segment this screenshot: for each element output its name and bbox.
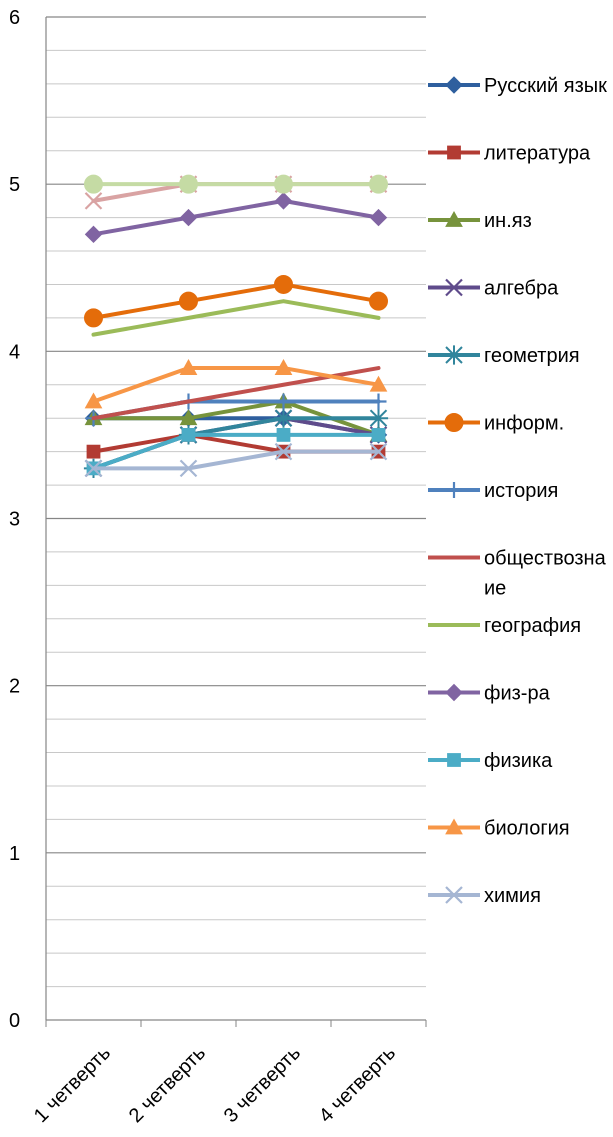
data-point <box>274 359 293 375</box>
data-point <box>84 308 103 328</box>
data-point <box>369 174 388 194</box>
legend-item: алгебра <box>428 278 559 300</box>
legend-swatch-marker <box>447 753 461 767</box>
data-point <box>369 442 388 461</box>
legend-label: физ-ра <box>484 683 551 705</box>
data-point <box>275 393 292 410</box>
legend-item: обществозна ие <box>428 548 607 600</box>
series-line <box>91 366 381 404</box>
series-line <box>91 432 381 471</box>
legend-item: Русский язык <box>428 75 607 97</box>
legend-label: биология <box>484 818 570 840</box>
legend-swatch-marker <box>446 482 462 498</box>
y-tick-label: 4 <box>9 341 20 363</box>
data-point <box>179 208 198 227</box>
legend-item: информ. <box>428 413 564 435</box>
legend-item: геометрия <box>428 345 580 367</box>
data-point <box>179 409 198 426</box>
legend-swatch-marker <box>444 345 464 365</box>
legend-label: ие <box>484 578 506 600</box>
y-tick-label: 0 <box>9 1010 20 1032</box>
legend: Русский язык литература ин.яз алгебра геомет… <box>428 75 607 907</box>
data-point <box>84 192 103 210</box>
x-category-label: 1 четверть <box>30 1042 115 1127</box>
series-line <box>91 282 381 320</box>
series-6 <box>84 274 388 328</box>
legend-swatch-marker <box>445 278 463 297</box>
gridlines <box>46 16 426 988</box>
legend-swatch-marker <box>445 886 463 904</box>
x-category-label: 3 четверть <box>220 1042 305 1127</box>
legend-label: обществозна <box>484 548 607 570</box>
legend-label: физика <box>484 750 553 772</box>
y-tick-label: 6 <box>9 7 20 29</box>
data-point <box>371 428 386 442</box>
legend-item: физика <box>428 750 553 772</box>
legend-label: литература <box>484 143 591 165</box>
series-13 <box>84 442 388 478</box>
x-category-label: 4 четверть <box>315 1042 400 1127</box>
data-point <box>86 444 101 459</box>
data-point <box>369 375 388 392</box>
data-point <box>368 408 389 428</box>
series-9 <box>91 299 381 337</box>
legend-label: история <box>484 480 558 502</box>
data-point <box>274 442 293 461</box>
data-point <box>274 192 293 210</box>
legend-swatch-marker <box>445 210 463 227</box>
data-point <box>370 393 387 410</box>
y-tick-label: 3 <box>9 509 20 531</box>
series-line <box>91 449 381 471</box>
data-point <box>274 174 293 194</box>
legend-item: география <box>428 615 581 637</box>
data-point <box>369 208 388 227</box>
data-point <box>276 428 291 442</box>
data-point <box>179 359 198 375</box>
data-point <box>84 174 103 194</box>
data-point <box>84 459 103 478</box>
series-line <box>91 198 381 237</box>
data-point <box>274 274 293 294</box>
data-point <box>369 291 388 311</box>
legend-label: геометрия <box>484 345 580 367</box>
legend-swatch-marker <box>445 683 463 702</box>
legend-item: химия <box>428 885 541 907</box>
legend-item: история <box>428 480 558 502</box>
axes: 0 1 2 3 4 5 6 1 четверть 2 четверть 3 четверть 4 ч… <box>9 7 427 1127</box>
legend-label: география <box>484 615 581 637</box>
series-14 <box>84 175 388 210</box>
data-point <box>179 174 198 194</box>
x-category-label: 2 четверть <box>125 1042 210 1127</box>
data-point <box>84 392 103 409</box>
data-point <box>179 291 198 311</box>
series-lines <box>83 174 389 478</box>
legend-label: алгебра <box>484 278 559 300</box>
legend-swatch-marker <box>444 413 464 432</box>
series-15 <box>84 174 388 194</box>
y-tick-label: 1 <box>9 843 20 865</box>
legend-item: физ-ра <box>428 683 551 705</box>
series-line <box>91 182 381 203</box>
legend-label: информ. <box>484 413 564 435</box>
series-line <box>91 299 381 337</box>
y-tick-label: 5 <box>9 174 20 196</box>
legend-item: литература <box>428 143 591 165</box>
series-10 <box>84 192 388 244</box>
legend-swatch-marker <box>445 818 463 835</box>
legend-label: химия <box>484 885 541 907</box>
legend-item: ин.яз <box>428 210 532 232</box>
legend-swatch-marker <box>445 76 463 94</box>
data-point <box>84 225 103 244</box>
series-12 <box>84 359 388 409</box>
legend-label: ин.яз <box>484 210 532 232</box>
legend-swatch-marker <box>447 145 461 160</box>
series-line <box>91 432 381 454</box>
legend-label: Русский язык <box>484 75 607 97</box>
data-point <box>273 408 294 428</box>
data-point <box>179 459 198 478</box>
data-point <box>181 428 196 442</box>
y-tick-label: 2 <box>9 676 20 698</box>
legend-item: биология <box>428 818 570 840</box>
